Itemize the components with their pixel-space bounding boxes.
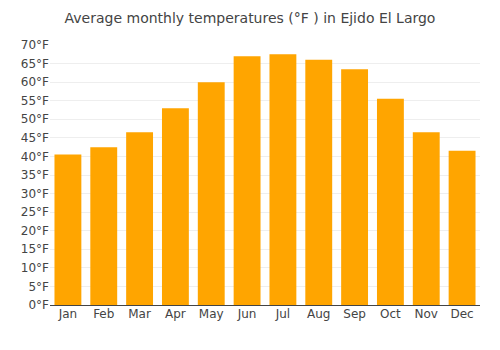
svg-text:Feb: Feb bbox=[93, 307, 114, 321]
svg-text:Jul: Jul bbox=[275, 307, 290, 321]
svg-text:45°F: 45°F bbox=[21, 131, 49, 145]
svg-text:55°F: 55°F bbox=[21, 94, 49, 108]
svg-text:35°F: 35°F bbox=[21, 168, 49, 182]
svg-text:Dec: Dec bbox=[450, 307, 473, 321]
svg-text:10°F: 10°F bbox=[21, 261, 49, 275]
svg-text:Aug: Aug bbox=[307, 307, 330, 321]
svg-text:Jun: Jun bbox=[237, 307, 257, 321]
svg-text:Oct: Oct bbox=[380, 307, 401, 321]
svg-text:30°F: 30°F bbox=[21, 187, 49, 201]
svg-text:Sep: Sep bbox=[343, 307, 366, 321]
svg-text:20°F: 20°F bbox=[21, 224, 49, 238]
svg-text:Jan: Jan bbox=[58, 307, 78, 321]
svg-text:0°F: 0°F bbox=[28, 298, 49, 312]
svg-text:May: May bbox=[199, 307, 224, 321]
svg-text:60°F: 60°F bbox=[21, 75, 49, 89]
svg-text:25°F: 25°F bbox=[21, 205, 49, 219]
svg-text:65°F: 65°F bbox=[21, 57, 49, 71]
svg-text:15°F: 15°F bbox=[21, 242, 49, 256]
svg-text:Apr: Apr bbox=[165, 307, 186, 321]
svg-text:Average monthly temperatures (: Average monthly temperatures (°F ) in Ej… bbox=[65, 10, 436, 26]
svg-text:70°F: 70°F bbox=[21, 38, 49, 52]
svg-text:40°F: 40°F bbox=[21, 150, 49, 164]
svg-text:5°F: 5°F bbox=[28, 280, 49, 294]
svg-text:Nov: Nov bbox=[415, 307, 438, 321]
svg-text:Mar: Mar bbox=[128, 307, 151, 321]
svg-text:50°F: 50°F bbox=[21, 112, 49, 126]
